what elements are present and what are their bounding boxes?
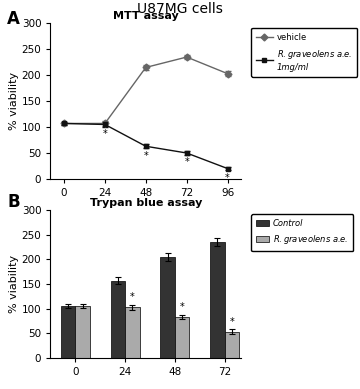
Y-axis label: % viability: % viability (9, 255, 19, 313)
Text: *: * (229, 317, 234, 327)
Title: Trypan blue assay: Trypan blue assay (90, 198, 202, 208)
Text: *: * (143, 151, 148, 161)
Bar (160, 257, 175, 358)
Text: B: B (7, 193, 20, 210)
Title: MTT assay: MTT assay (113, 11, 179, 21)
Bar (225, 332, 239, 358)
Text: *: * (225, 173, 230, 183)
Legend: Control, $R. graveolens$ a.e.: Control, $R. graveolens$ a.e. (251, 214, 353, 251)
Text: *: * (103, 129, 107, 139)
Text: *: * (130, 292, 135, 302)
Bar (111, 280, 125, 358)
Y-axis label: % viability: % viability (9, 72, 19, 130)
Bar (75, 306, 90, 358)
Bar (61, 306, 75, 358)
Text: U87MG cells: U87MG cells (137, 2, 223, 16)
Text: A: A (7, 10, 20, 28)
Bar (210, 242, 225, 358)
Text: h: h (142, 226, 149, 236)
Bar (175, 317, 189, 358)
Bar (125, 307, 140, 358)
Text: *: * (184, 157, 189, 167)
Legend: vehicle, $R. graveolens$ a.e.
1mg/ml: vehicle, $R. graveolens$ a.e. 1mg/ml (251, 28, 357, 77)
Text: *: * (180, 302, 184, 312)
